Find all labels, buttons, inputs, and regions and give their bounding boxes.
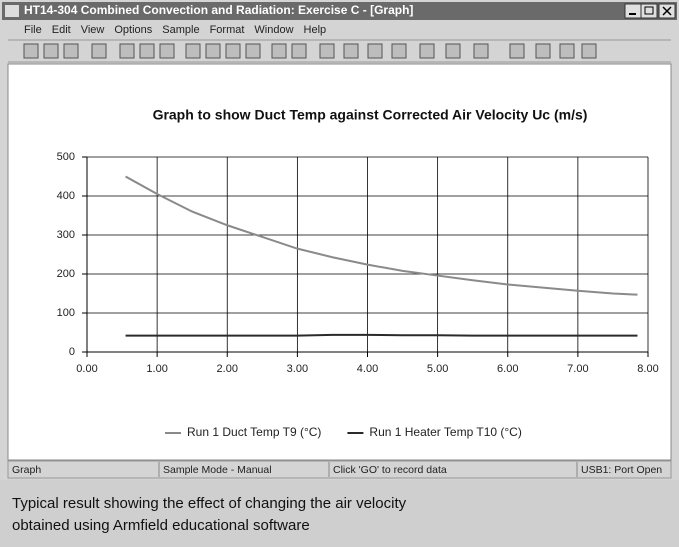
x-tick-label: 6.00 bbox=[497, 363, 518, 375]
status-bar bbox=[7, 460, 672, 479]
toolbar-button[interactable] bbox=[139, 43, 155, 59]
menu-item[interactable]: Window bbox=[254, 24, 293, 36]
caption-area bbox=[0, 480, 679, 547]
data-line bbox=[125, 333, 638, 337]
close-glyph bbox=[662, 6, 672, 16]
maximize-glyph bbox=[644, 6, 654, 15]
toolbar-button[interactable] bbox=[509, 43, 525, 59]
caption-line: obtained using Armfield educational soft… bbox=[12, 517, 310, 534]
status-field: Click 'GO' to record data bbox=[333, 464, 447, 476]
toolbar-button[interactable] bbox=[343, 43, 359, 59]
toolbar-button[interactable] bbox=[419, 43, 435, 59]
y-tick-label: 200 bbox=[57, 268, 75, 280]
x-tick-label: 1.00 bbox=[146, 363, 167, 375]
toolbar-button[interactable] bbox=[225, 43, 241, 59]
toolbar-button[interactable] bbox=[473, 43, 489, 59]
toolbar-button[interactable] bbox=[271, 43, 287, 59]
toolbar-button[interactable] bbox=[581, 43, 597, 59]
menu-item[interactable]: Format bbox=[210, 24, 245, 36]
menu-item[interactable]: Help bbox=[304, 24, 327, 36]
toolbar-button[interactable] bbox=[535, 43, 551, 59]
status-field: USB1: Port Open bbox=[581, 464, 662, 476]
x-tick-label: 8.00 bbox=[637, 363, 658, 375]
toolbar-button[interactable] bbox=[43, 43, 59, 59]
y-tick-label: 100 bbox=[57, 307, 75, 319]
toolbar-button[interactable] bbox=[159, 43, 175, 59]
legend-label: Run 1 Duct Temp T9 (°C) bbox=[187, 425, 321, 439]
caption-line: Typical result showing the effect of cha… bbox=[12, 495, 407, 512]
toolbar-button[interactable] bbox=[319, 43, 335, 59]
window-title: HT14-304 Combined Convection and Radiati… bbox=[24, 3, 413, 17]
toolbar-button[interactable] bbox=[291, 43, 307, 59]
toolbar-button[interactable] bbox=[23, 43, 39, 59]
toolbar-button[interactable] bbox=[119, 43, 135, 59]
y-tick-label: 0 bbox=[69, 346, 75, 358]
app-icon bbox=[5, 5, 19, 17]
y-tick-label: 300 bbox=[57, 229, 75, 241]
x-tick-label: 4.00 bbox=[357, 363, 378, 375]
menu-item[interactable]: Sample bbox=[162, 24, 199, 36]
menu-bar: File Edit View Options Sample Format Window Hel… bbox=[24, 24, 326, 36]
x-tick-label: 7.00 bbox=[567, 363, 588, 375]
y-tick-label: 500 bbox=[57, 151, 75, 163]
legend-label: Run 1 Heater Temp T10 (°C) bbox=[369, 425, 521, 439]
status-field: Graph bbox=[12, 464, 41, 476]
menu-item[interactable]: Edit bbox=[52, 24, 71, 36]
minimize-button[interactable] bbox=[624, 3, 642, 19]
x-tick-label: 3.00 bbox=[287, 363, 308, 375]
x-tick-label: 5.00 bbox=[427, 363, 448, 375]
window-buttons bbox=[624, 3, 676, 19]
chart-title: Graph to show Duct Temp against Correcte… bbox=[153, 107, 588, 123]
data-line bbox=[125, 175, 638, 296]
toolbar bbox=[8, 39, 671, 63]
toolbar-button[interactable] bbox=[63, 43, 79, 59]
toolbar-button[interactable] bbox=[185, 43, 201, 59]
x-tick-label: 2.00 bbox=[217, 363, 238, 375]
toolbar-button[interactable] bbox=[91, 43, 107, 59]
toolbar-button[interactable] bbox=[445, 43, 461, 59]
client-area bbox=[7, 63, 672, 461]
title-bar bbox=[2, 2, 677, 20]
status-field: Sample Mode - Manual bbox=[163, 464, 272, 476]
menu-item[interactable]: View bbox=[81, 24, 105, 36]
maximize-button[interactable] bbox=[640, 3, 658, 19]
menu-item[interactable]: Options bbox=[114, 24, 152, 36]
y-tick-label: 400 bbox=[57, 190, 75, 202]
toolbar-button[interactable] bbox=[559, 43, 575, 59]
toolbar-button[interactable] bbox=[245, 43, 261, 59]
toolbar-button[interactable] bbox=[367, 43, 383, 59]
x-tick-label: 0.00 bbox=[76, 363, 97, 375]
toolbar-button[interactable] bbox=[391, 43, 407, 59]
menu-item[interactable]: File bbox=[24, 24, 42, 36]
toolbar-button[interactable] bbox=[205, 43, 221, 59]
